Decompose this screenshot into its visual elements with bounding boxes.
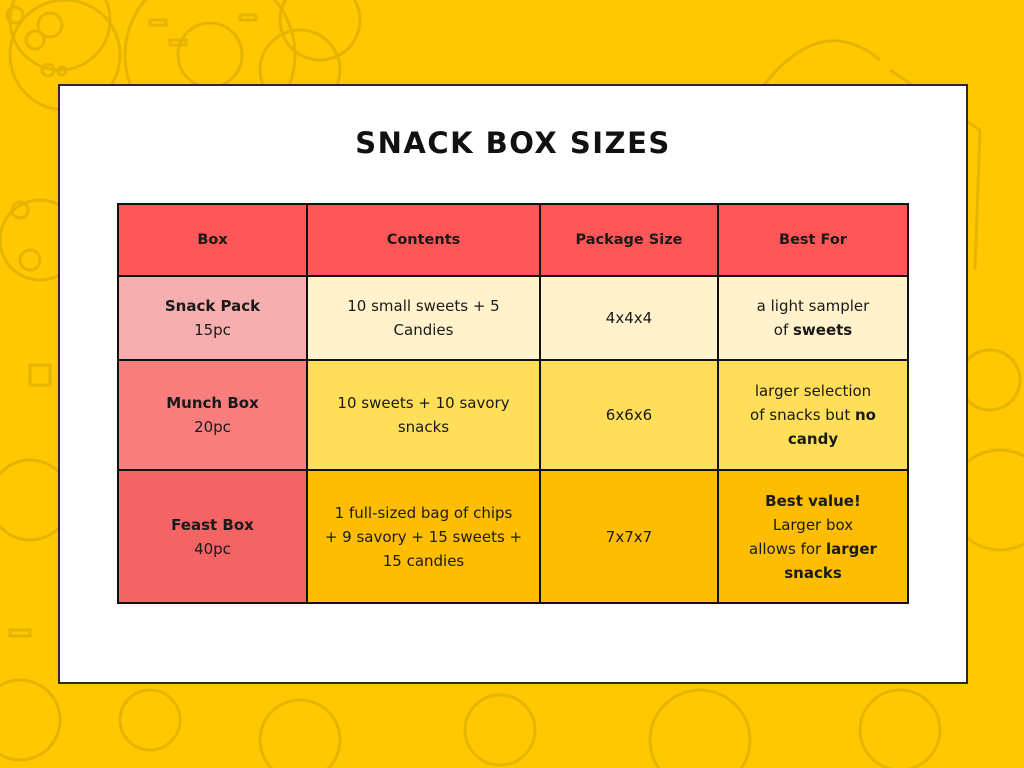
best-for-emphasis: candy [787, 430, 839, 448]
best-for-text: Larger box [772, 515, 854, 534]
box-name-cell: Feast Box 40pc [117, 469, 308, 604]
package-size-cell: 6x6x6 [539, 359, 719, 471]
table-header-row: Box Contents Package Size Best For [117, 203, 909, 277]
best-for-emphasis: Best value! [765, 491, 861, 510]
best-for-emphasis: snacks [784, 563, 842, 582]
box-name: Snack Pack [164, 297, 261, 315]
box-count: 15pc [194, 321, 231, 339]
header-contents: Contents [306, 203, 541, 277]
best-for-text: allows for [749, 539, 826, 558]
box-name: Feast Box [171, 515, 254, 534]
best-for-cell: larger selection of snacks but no candy [717, 359, 909, 471]
package-size-cell: 7x7x7 [539, 469, 719, 604]
snack-box-sizes-table: Box Contents Package Size Best For Snack… [117, 203, 909, 604]
contents-line: 1 full-sized bag of chips [334, 503, 513, 522]
best-for-emphasis: no [854, 406, 876, 424]
best-for-cell: a light sampler of sweets [717, 275, 909, 361]
contents-cell: 1 full-sized bag of chips + 9 savory + 1… [306, 469, 541, 604]
header-best-for: Best For [717, 203, 909, 277]
best-for-text: a light sampler [756, 297, 870, 315]
content-card: SNACK BOX SIZES Box Contents Package Siz… [58, 84, 968, 684]
contents-line: snacks [397, 418, 450, 436]
best-for-text: of [773, 321, 793, 339]
package-size-cell: 4x4x4 [539, 275, 719, 361]
best-for-text: larger selection [754, 382, 872, 400]
contents-line: 15 candies [382, 551, 465, 570]
contents-line: Candies [393, 321, 454, 339]
box-name: Munch Box [166, 394, 259, 412]
header-box: Box [117, 203, 308, 277]
best-for-emphasis: sweets [793, 321, 853, 339]
box-name-cell: Snack Pack 15pc [117, 275, 308, 361]
best-for-emphasis: larger [825, 539, 877, 558]
contents-cell: 10 small sweets + 5 Candies [306, 275, 541, 361]
contents-line: 10 sweets + 10 savory [337, 394, 510, 412]
page-title: SNACK BOX SIZES [355, 126, 671, 160]
table-row: Feast Box 40pc 1 full-sized bag of chips… [117, 469, 909, 604]
contents-cell: 10 sweets + 10 savory snacks [306, 359, 541, 471]
table-row: Munch Box 20pc 10 sweets + 10 savory sna… [117, 359, 909, 471]
box-count: 20pc [194, 418, 231, 436]
box-count: 40pc [194, 539, 231, 558]
box-name-cell: Munch Box 20pc [117, 359, 308, 471]
contents-line: + 9 savory + 15 sweets + [324, 527, 523, 546]
best-for-cell: Best value! Larger box allows for larger… [717, 469, 909, 604]
best-for-text: of snacks but [750, 406, 855, 424]
table-row: Snack Pack 15pc 10 small sweets + 5 Cand… [117, 275, 909, 361]
contents-line: 10 small sweets + 5 [347, 297, 500, 315]
header-package-size: Package Size [539, 203, 719, 277]
